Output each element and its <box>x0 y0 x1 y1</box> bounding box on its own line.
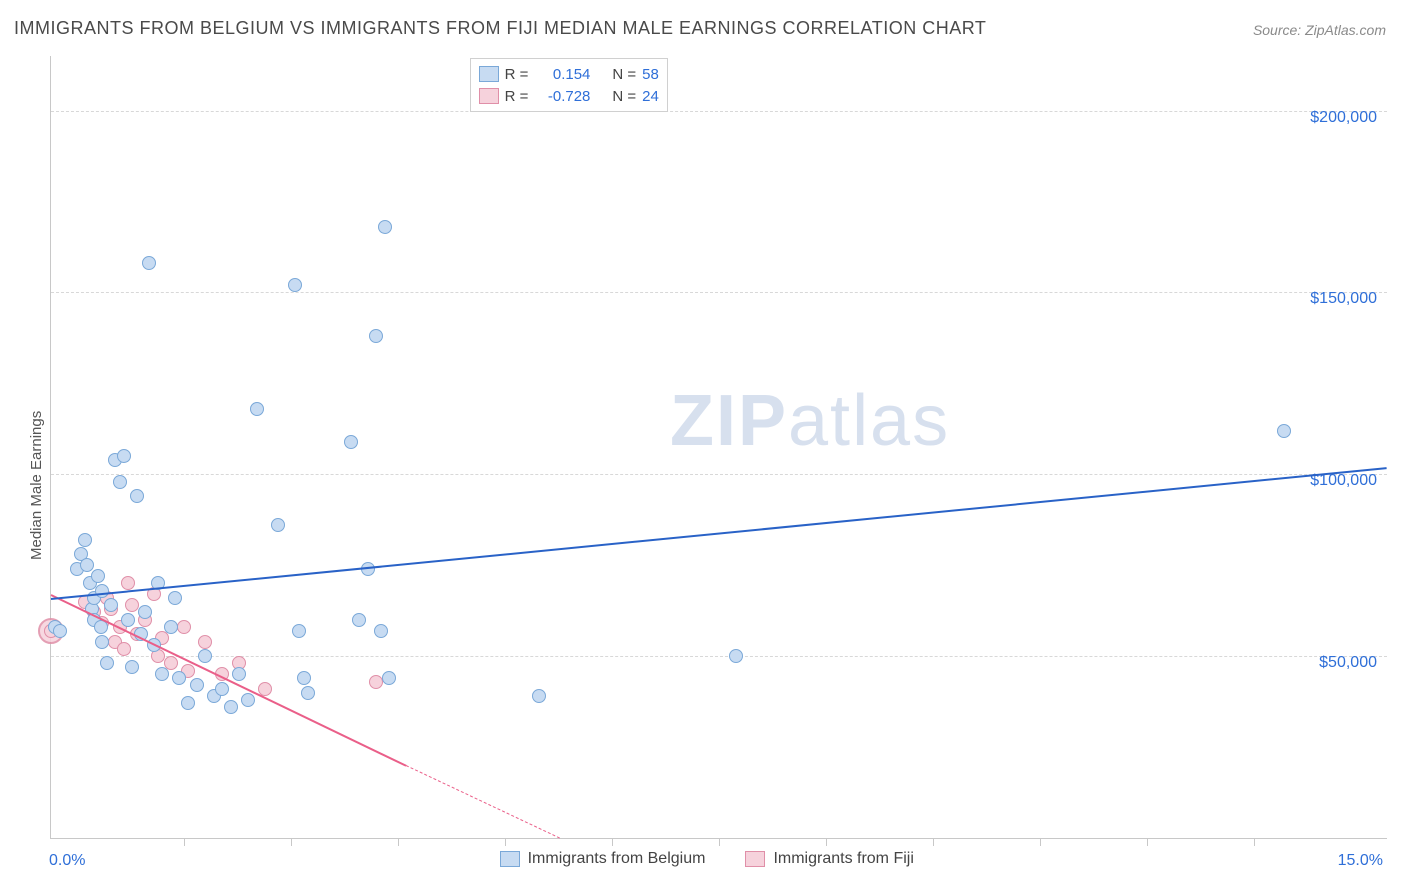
belgium-point <box>121 613 135 627</box>
x-tick <box>1040 838 1041 846</box>
x-tick <box>1254 838 1255 846</box>
x-tick <box>612 838 613 846</box>
belgium-point <box>378 220 392 234</box>
fiji-swatch <box>479 88 499 104</box>
legend-label: Immigrants from Fiji <box>773 850 913 868</box>
belgium-trendline <box>51 467 1387 600</box>
belgium-point <box>104 598 118 612</box>
belgium-point <box>297 671 311 685</box>
legend-row-belgium: R = 0.154 N = 58 <box>479 63 659 85</box>
y-tick-label: $200,000 <box>1310 109 1377 127</box>
fiji-point <box>121 576 135 590</box>
belgium-point <box>142 256 156 270</box>
belgium-point <box>352 613 366 627</box>
fiji-swatch <box>745 851 765 867</box>
belgium-point <box>729 649 743 663</box>
legend-item-belgium: Immigrants from Belgium <box>500 850 706 868</box>
belgium-swatch <box>479 66 499 82</box>
fiji-trendline-extrapolated <box>406 765 561 839</box>
belgium-point <box>95 635 109 649</box>
source-label: Source: <box>1253 22 1301 38</box>
x-tick <box>933 838 934 846</box>
belgium-point <box>95 584 109 598</box>
belgium-point <box>130 489 144 503</box>
belgium-point <box>113 475 127 489</box>
source-value: ZipAtlas.com <box>1305 22 1386 38</box>
belgium-point <box>181 696 195 710</box>
x-tick <box>719 838 720 846</box>
belgium-point <box>190 678 204 692</box>
belgium-point <box>100 656 114 670</box>
belgium-point <box>164 620 178 634</box>
belgium-point <box>138 605 152 619</box>
n-label: N = <box>612 66 636 83</box>
y-tick-label: $150,000 <box>1310 290 1377 308</box>
belgium-point <box>91 569 105 583</box>
r-label: R = <box>505 66 529 83</box>
fiji-point <box>117 642 131 656</box>
belgium-point <box>1277 424 1291 438</box>
belgium-point <box>292 624 306 638</box>
n-value: 24 <box>642 88 659 105</box>
belgium-point <box>198 649 212 663</box>
series-legend: Immigrants from Belgium Immigrants from F… <box>500 850 914 868</box>
n-label: N = <box>612 88 636 105</box>
chart-title: IMMIGRANTS FROM BELGIUM VS IMMIGRANTS FR… <box>14 18 986 39</box>
x-tick <box>398 838 399 846</box>
plot-area: $50,000$100,000$150,000$200,0000.0%15.0% <box>50 56 1387 839</box>
belgium-point <box>168 591 182 605</box>
belgium-point <box>250 402 264 416</box>
belgium-point <box>374 624 388 638</box>
legend-item-fiji: Immigrants from Fiji <box>745 850 913 868</box>
r-value: -0.728 <box>534 88 590 105</box>
legend-label: Immigrants from Belgium <box>528 850 706 868</box>
n-value: 58 <box>642 66 659 83</box>
belgium-point <box>172 671 186 685</box>
belgium-point <box>369 329 383 343</box>
gridline <box>51 292 1387 293</box>
x-tick-label: 15.0% <box>1338 852 1383 870</box>
belgium-point <box>224 700 238 714</box>
gridline <box>51 656 1387 657</box>
belgium-point <box>215 682 229 696</box>
belgium-point <box>532 689 546 703</box>
r-value: 0.154 <box>534 66 590 83</box>
belgium-point <box>125 660 139 674</box>
belgium-point <box>271 518 285 532</box>
belgium-point <box>80 558 94 572</box>
x-tick-label: 0.0% <box>49 852 85 870</box>
belgium-point <box>155 667 169 681</box>
x-tick <box>1147 838 1148 846</box>
x-tick <box>291 838 292 846</box>
belgium-point <box>117 449 131 463</box>
belgium-swatch <box>500 851 520 867</box>
belgium-point <box>301 686 315 700</box>
belgium-point <box>382 671 396 685</box>
y-axis-label: Median Male Earnings <box>28 411 45 560</box>
legend-row-fiji: R = -0.728 N = 24 <box>479 85 659 107</box>
x-tick <box>505 838 506 846</box>
x-tick <box>826 838 827 846</box>
fiji-point <box>125 598 139 612</box>
gridline <box>51 111 1387 112</box>
belgium-point <box>288 278 302 292</box>
belgium-point <box>344 435 358 449</box>
belgium-point <box>241 693 255 707</box>
gridline <box>51 474 1387 475</box>
belgium-point <box>232 667 246 681</box>
fiji-point <box>198 635 212 649</box>
r-label: R = <box>505 88 529 105</box>
source-attribution: Source: ZipAtlas.com <box>1253 22 1386 38</box>
belgium-point <box>53 624 67 638</box>
y-tick-label: $50,000 <box>1319 654 1377 672</box>
x-tick <box>184 838 185 846</box>
correlation-legend: R = 0.154 N = 58 R = -0.728 N = 24 <box>470 58 668 112</box>
belgium-point <box>78 533 92 547</box>
fiji-point <box>177 620 191 634</box>
